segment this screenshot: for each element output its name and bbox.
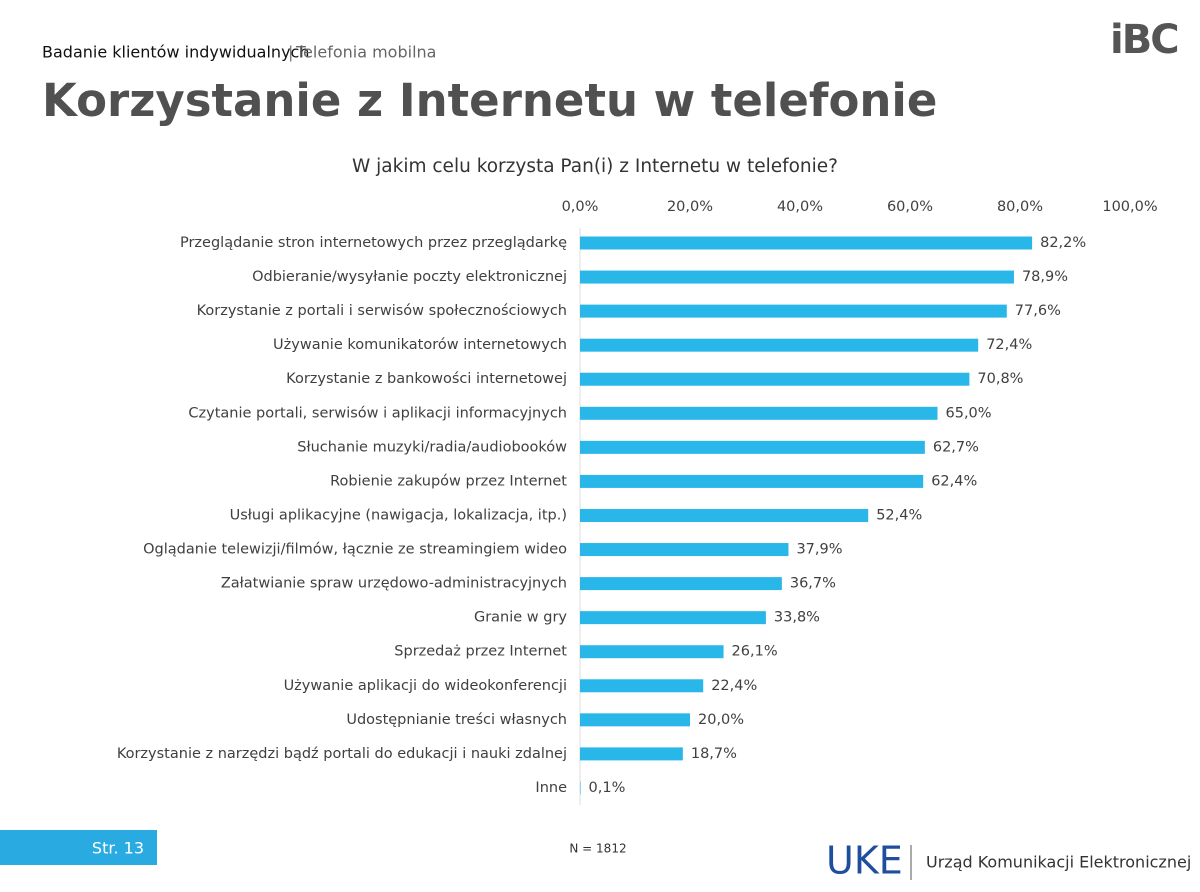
x-tick-label: 40,0% [777,199,823,215]
x-tick-label: 80,0% [997,199,1043,215]
bar [580,304,1007,318]
value-label: 37,9% [796,542,842,558]
value-label: 78,9% [1022,269,1068,285]
value-label: 77,6% [1015,303,1061,319]
value-label: 62,4% [931,473,977,489]
header-separator: | [288,43,293,62]
category-label: Usługi aplikacyjne (nawigacja, lokalizac… [230,507,567,523]
value-label: 62,7% [933,439,979,455]
bar [580,236,1033,250]
category-label: Robienie zakupów przez Internet [330,473,567,489]
bar [580,781,581,795]
category-label: Oglądanie telewizji/filmów, łącznie ze s… [143,542,567,558]
page-number: Str. 13 [92,839,144,858]
category-label: Udostępnianie treści własnych [346,712,567,728]
value-label: 82,2% [1040,235,1086,251]
organization: Urząd Komunikacji Elektronicznej [926,853,1191,872]
category-label: Używanie komunikatorów internetowych [273,337,567,353]
slide-title: Korzystanie z Internetu w telefonie [42,74,937,127]
value-label: 36,7% [790,576,836,592]
x-tick-label: 0,0% [562,199,599,215]
bar [580,270,1014,284]
value-label: 18,7% [691,746,737,762]
category-label: Korzystanie z narzędzi bądź portali do e… [117,746,567,762]
x-tick-label: 60,0% [887,199,933,215]
category-label: Korzystanie z portali i serwisów społecz… [197,303,567,319]
bar [580,474,924,488]
value-label: 26,1% [732,644,778,660]
category-label: Używanie aplikacji do wideokonferencji [284,678,567,694]
value-label: 52,4% [876,507,922,523]
category-label: Przeglądanie stron internetowych przez p… [180,235,567,251]
value-label: 70,8% [977,371,1023,387]
bar [580,406,938,420]
value-label: 22,4% [711,678,757,694]
category-label: Sprzedaż przez Internet [394,644,567,660]
category-label: Korzystanie z bankowości internetowej [286,371,567,387]
x-tick-label: 100,0% [1102,199,1157,215]
bar [580,543,789,557]
bar [580,645,724,659]
chart-subtitle: W jakim celu korzysta Pan(i) z Internetu… [352,156,838,177]
header-subsection: Telefonia mobilna [295,43,436,62]
category-label: Załatwianie spraw urzędowo-administracyj… [221,576,567,592]
uke-logo: UKE [826,839,903,883]
value-label: 20,0% [698,712,744,728]
value-label: 72,4% [986,337,1032,353]
x-tick-label: 20,0% [667,199,713,215]
bar [580,508,869,522]
bar [580,747,683,761]
header-section: Badanie klientów indywidualnych [42,43,309,62]
value-label: 33,8% [774,610,820,626]
bar [580,338,979,352]
bar [580,611,766,625]
category-label: Czytanie portali, serwisów i aplikacji i… [188,405,567,421]
bar [580,713,690,727]
bar [580,679,704,693]
bar [580,577,782,591]
sample-note: N = 1812 [569,842,626,856]
category-label: Granie w gry [474,610,567,626]
value-label: 0,1% [589,780,626,796]
category-label: Słuchanie muzyki/radia/audiobooków [297,439,567,455]
bar [580,372,970,386]
bar [580,440,925,454]
category-label: Inne [535,780,567,796]
ibc-logo: iBC [1110,17,1178,63]
category-label: Odbieranie/wysyłanie poczty elektroniczn… [252,269,567,285]
page-box [0,830,157,865]
value-label: 65,0% [946,405,992,421]
